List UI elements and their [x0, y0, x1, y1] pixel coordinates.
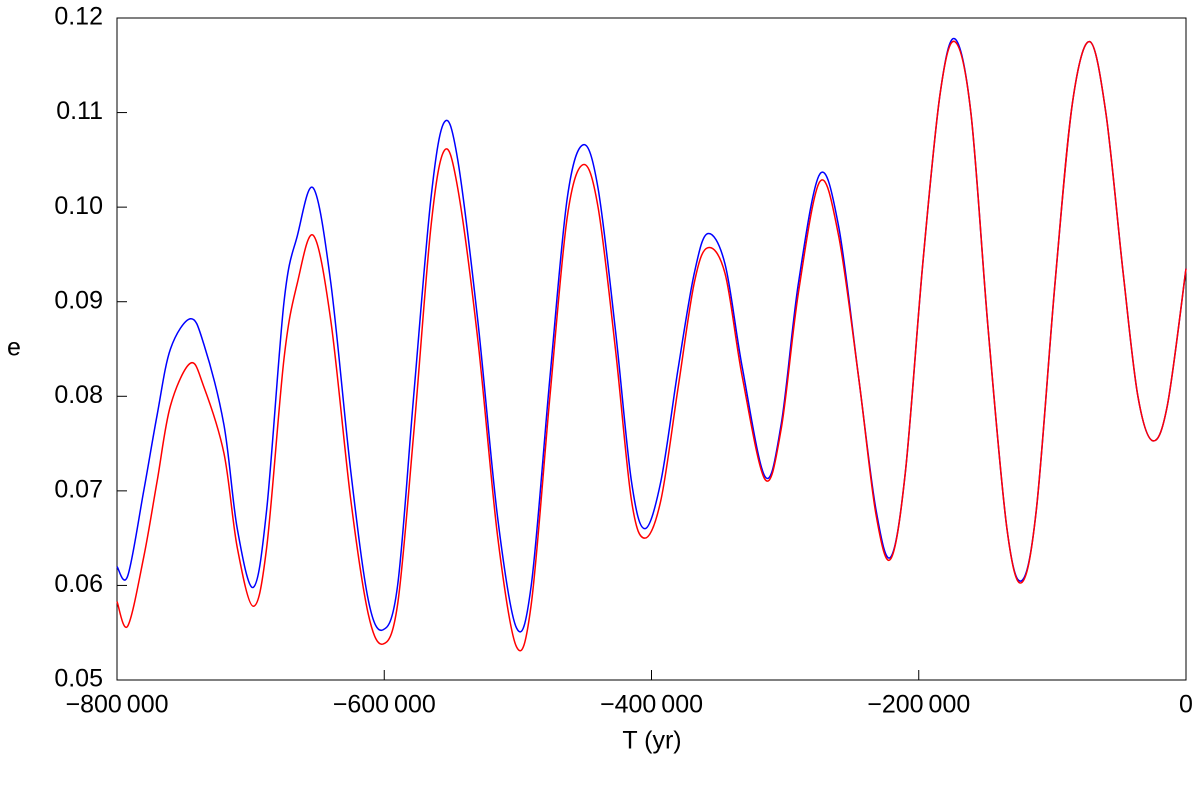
x-tick-label: −800 000 [65, 691, 168, 719]
y-tick-label: 0.08 [54, 381, 103, 409]
y-tick-label: 0.06 [54, 570, 103, 598]
y-tick-label: 0.05 [54, 665, 103, 693]
y-tick-label: 0.12 [54, 3, 103, 31]
x-axis-label: T (yr) [622, 727, 681, 755]
data-line [116, 37, 1187, 633]
x-tick-label: −200 000 [867, 691, 970, 719]
x-tick-label: 0 [1179, 691, 1193, 719]
y-axis-label: e [7, 334, 21, 362]
plot-frame [116, 17, 1187, 681]
y-tick-label: 0.09 [54, 286, 103, 314]
x-tick-label: −600 000 [333, 691, 436, 719]
data-line [116, 40, 1187, 652]
x-tick-label: −400 000 [600, 691, 703, 719]
y-tick-label: 0.11 [56, 97, 103, 125]
y-tick-label: 0.10 [54, 192, 103, 220]
y-tick-label: 0.07 [54, 475, 103, 503]
